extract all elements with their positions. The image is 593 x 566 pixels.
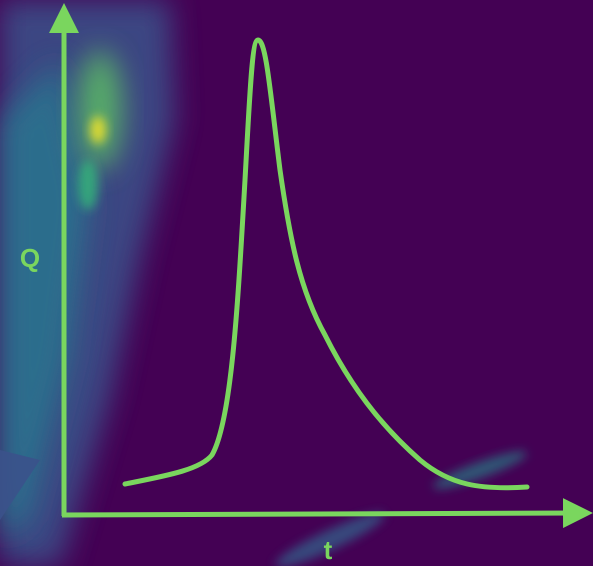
x-axis xyxy=(61,498,593,529)
x-axis-label: t xyxy=(324,535,333,565)
hydrograph-curve xyxy=(122,37,530,491)
y-axis-label: Q xyxy=(20,243,40,273)
axes xyxy=(49,3,593,529)
